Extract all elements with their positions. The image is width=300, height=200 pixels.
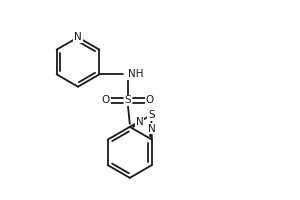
Text: N: N bbox=[74, 32, 82, 42]
Text: O: O bbox=[146, 95, 154, 105]
Text: S: S bbox=[148, 110, 154, 120]
Text: O: O bbox=[102, 95, 110, 105]
Text: N: N bbox=[148, 124, 155, 134]
Text: NH: NH bbox=[128, 69, 143, 79]
Text: N: N bbox=[136, 117, 143, 127]
Text: S: S bbox=[124, 95, 131, 105]
